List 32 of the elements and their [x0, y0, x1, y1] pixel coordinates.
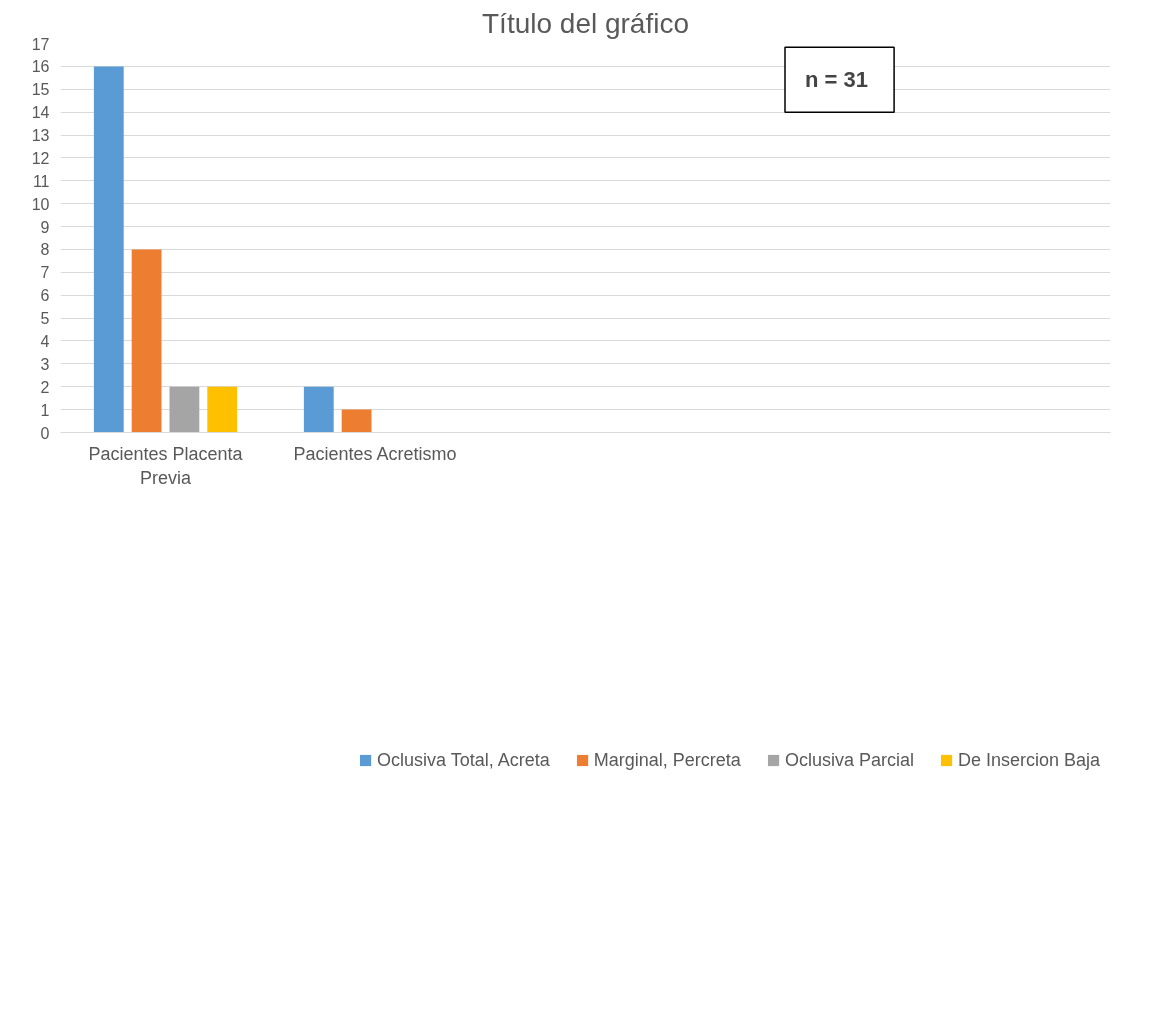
- x-tick-label: Pacientes Acretismo: [293, 443, 457, 464]
- legend-label: De Insercion Baja: [957, 749, 1100, 771]
- y-tick-label: 12: [31, 149, 50, 167]
- y-tick-label: 5: [40, 310, 50, 328]
- y-tick-label: 0: [40, 424, 50, 442]
- bar: [131, 249, 162, 433]
- legend-label: Oclusiva Parcial: [784, 749, 914, 771]
- y-tick-label: 14: [31, 104, 50, 122]
- y-tick-label: 15: [31, 81, 50, 99]
- y-tick-label: 1: [40, 401, 50, 419]
- y-tick-label: 13: [31, 127, 50, 145]
- y-tick-label: 7: [40, 264, 50, 282]
- chart-title: Título del gráfico: [482, 7, 689, 39]
- legend-label: Marginal, Percreta: [593, 749, 741, 771]
- bar: [93, 66, 124, 433]
- legend-label: Oclusiva Total, Acreta: [377, 749, 550, 771]
- bar: [341, 409, 372, 433]
- annotation: n = 31: [805, 67, 868, 93]
- y-tick-label: 9: [40, 218, 50, 236]
- bar: [303, 386, 334, 433]
- y-tick-label: 4: [40, 332, 50, 350]
- y-tick-label: 2: [40, 378, 50, 396]
- y-tick-label: 8: [40, 241, 50, 259]
- y-tick-label: 3: [40, 355, 50, 373]
- bar: [207, 386, 238, 433]
- y-tick-label: 10: [31, 195, 50, 213]
- y-tick-label: 6: [40, 287, 50, 305]
- y-tick-label: 17: [31, 35, 50, 53]
- y-tick-label: 11: [32, 172, 50, 190]
- y-tick-label: 16: [31, 58, 50, 76]
- bar: [169, 386, 200, 433]
- x-tick-label: Pacientes Placenta Previa: [88, 443, 244, 488]
